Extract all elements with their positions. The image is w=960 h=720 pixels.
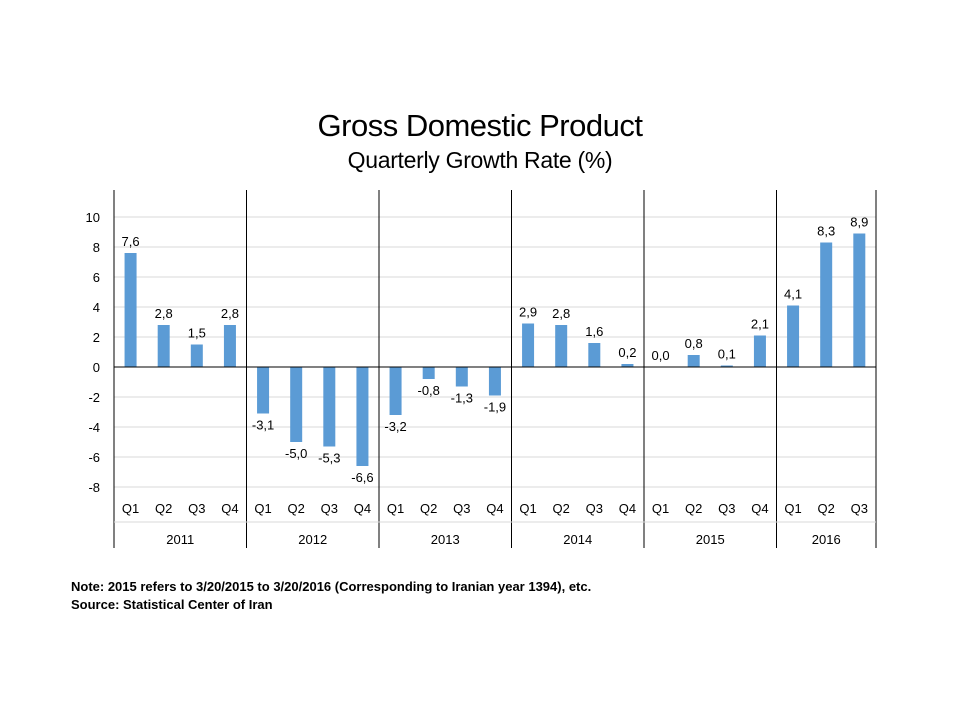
- gridlines: [114, 216, 876, 488]
- data-label: 8,3: [817, 224, 835, 239]
- data-label: 2,8: [552, 306, 570, 321]
- data-label: -3,2: [384, 419, 406, 434]
- bar-2015-q3: [720, 365, 733, 367]
- bar-2011-q4: [223, 325, 236, 367]
- data-label: 8,9: [850, 215, 868, 230]
- y-tick-label: 2: [93, 330, 100, 345]
- quarter-label: Q1: [254, 501, 271, 516]
- bar-2014-q3: [588, 343, 601, 367]
- year-label: 2015: [696, 532, 725, 547]
- data-label: -3,1: [252, 418, 274, 433]
- y-tick-label: -6: [88, 450, 100, 465]
- quarter-label: Q2: [288, 501, 305, 516]
- bar-2015-q2: [687, 355, 700, 367]
- data-label: -1,9: [484, 400, 506, 415]
- quarter-label: Q2: [155, 501, 172, 516]
- quarter-label: Q3: [851, 501, 868, 516]
- year-label: 2016: [812, 532, 841, 547]
- quarter-label: Q1: [519, 501, 536, 516]
- quarter-label: Q1: [122, 501, 139, 516]
- y-tick-label: 4: [93, 300, 100, 315]
- data-label: 2,9: [519, 305, 537, 320]
- quarter-label: Q4: [354, 501, 371, 516]
- bars: [124, 233, 866, 466]
- bar-2016-q1: [787, 305, 800, 367]
- bar-2012-q2: [290, 367, 303, 442]
- year-label: 2012: [298, 532, 327, 547]
- y-tick-label: -4: [88, 420, 100, 435]
- data-label: -5,3: [318, 451, 340, 466]
- y-tick-label: 8: [93, 240, 100, 255]
- quarter-label: Q2: [420, 501, 437, 516]
- year-label: 2013: [431, 532, 460, 547]
- bar-2011-q1: [124, 253, 137, 367]
- quarter-label: Q2: [553, 501, 570, 516]
- y-tick-label: 10: [86, 210, 100, 225]
- bar-2014-q2: [555, 325, 568, 367]
- bar-2016-q2: [820, 242, 833, 367]
- quarter-label: Q1: [652, 501, 669, 516]
- bar-2014-q4: [621, 364, 634, 367]
- bar-2016-q3: [853, 233, 866, 367]
- bar-2012-q4: [356, 367, 369, 466]
- quarter-label: Q3: [453, 501, 470, 516]
- bar-2012-q1: [257, 367, 270, 414]
- bar-2015-q4: [753, 335, 766, 367]
- data-label: -1,3: [451, 391, 473, 406]
- quarter-label: Q4: [486, 501, 503, 516]
- data-label: 2,1: [751, 317, 769, 332]
- chart-subtitle: Quarterly Growth Rate (%): [347, 147, 613, 173]
- year-label: 2011: [166, 532, 194, 547]
- quarter-label: Q1: [387, 501, 404, 516]
- data-label: 0,8: [685, 336, 703, 351]
- quarter-label: Q2: [685, 501, 702, 516]
- note-text: Note: 2015 refers to 3/20/2015 to 3/20/2…: [71, 579, 592, 594]
- data-label: 0,0: [652, 348, 670, 363]
- quarter-label: Q1: [784, 501, 801, 516]
- data-label: 1,6: [585, 324, 603, 339]
- data-label: 0,1: [718, 347, 736, 362]
- bar-2013-q2: [422, 367, 435, 379]
- source-text: Source: Statistical Center of Iran: [71, 597, 273, 612]
- quarter-label: Q3: [718, 501, 735, 516]
- y-tick-label: -8: [88, 480, 100, 495]
- year-label: 2014: [563, 532, 592, 547]
- quarter-label: Q4: [619, 501, 636, 516]
- quarter-label: Q3: [188, 501, 205, 516]
- quarter-label: Q3: [586, 501, 603, 516]
- bar-2011-q3: [190, 344, 203, 367]
- data-label: 2,8: [221, 306, 239, 321]
- data-label: 1,5: [188, 326, 206, 341]
- data-label: -0,8: [417, 383, 439, 398]
- data-label: 0,2: [618, 345, 636, 360]
- quarter-label: Q4: [751, 501, 768, 516]
- bar-2013-q4: [488, 367, 501, 396]
- bar-2012-q3: [323, 367, 336, 447]
- y-tick-label: 0: [93, 360, 100, 375]
- data-labels: 7,6 2,8 1,5 2,8 -3,1 -5,0 -5,3 -6,6 -3,2 -0,8 -1,3…: [122, 215, 869, 486]
- bar-2013-q1: [389, 367, 402, 415]
- data-label: 2,8: [155, 306, 173, 321]
- bar-2014-q1: [522, 323, 535, 367]
- data-label: -5,0: [285, 446, 307, 461]
- quarter-label: Q4: [221, 501, 238, 516]
- bar-2013-q3: [455, 367, 468, 387]
- quarter-label: Q2: [818, 501, 835, 516]
- y-tick-label: 6: [93, 270, 100, 285]
- chart-title: Gross Domestic Product: [317, 108, 643, 143]
- bar-2011-q2: [157, 325, 170, 367]
- axes: [113, 190, 877, 548]
- data-label: 7,6: [122, 234, 140, 249]
- footnotes: Note: 2015 refers to 3/20/2015 to 3/20/2…: [71, 578, 591, 614]
- quarter-label: Q3: [321, 501, 338, 516]
- y-axis-ticks: 10 8 6 4 2 0 -2 -4 -6 -8: [86, 210, 100, 495]
- data-label: -6,6: [351, 470, 373, 485]
- x-axis-labels: Q1 Q2 Q3 Q4 2011 Q1 Q2 Q3 Q4 2012 Q1 Q2 Q3 Q4 2013 Q1 Q2…: [122, 501, 868, 547]
- y-tick-label: -2: [88, 390, 100, 405]
- data-label: 4,1: [784, 287, 802, 302]
